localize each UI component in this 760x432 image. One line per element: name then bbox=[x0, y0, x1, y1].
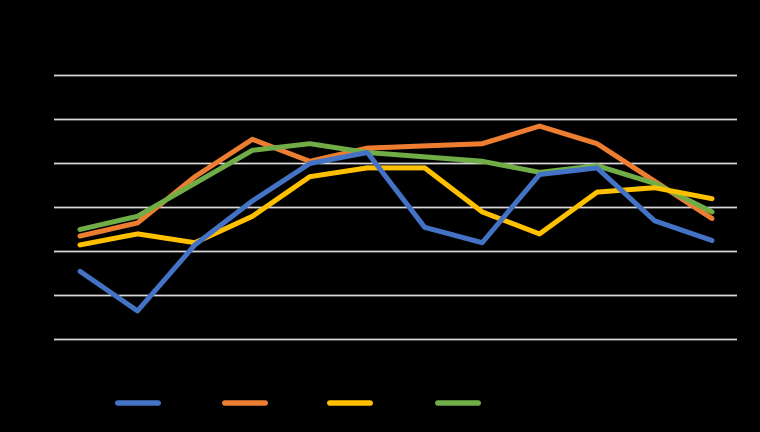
series-line-yellow bbox=[77, 165, 715, 248]
legend-swatch-blue bbox=[115, 400, 161, 406]
legend-swatch-orange bbox=[222, 400, 268, 406]
legend-swatch-yellow bbox=[327, 400, 373, 406]
series-line-green bbox=[77, 141, 715, 232]
series-line-orange bbox=[77, 123, 715, 239]
series-line-blue bbox=[77, 150, 715, 314]
legend-swatch-green bbox=[435, 400, 481, 406]
legend bbox=[115, 400, 481, 406]
gridlines bbox=[54, 74, 737, 341]
series-lines bbox=[77, 123, 715, 314]
